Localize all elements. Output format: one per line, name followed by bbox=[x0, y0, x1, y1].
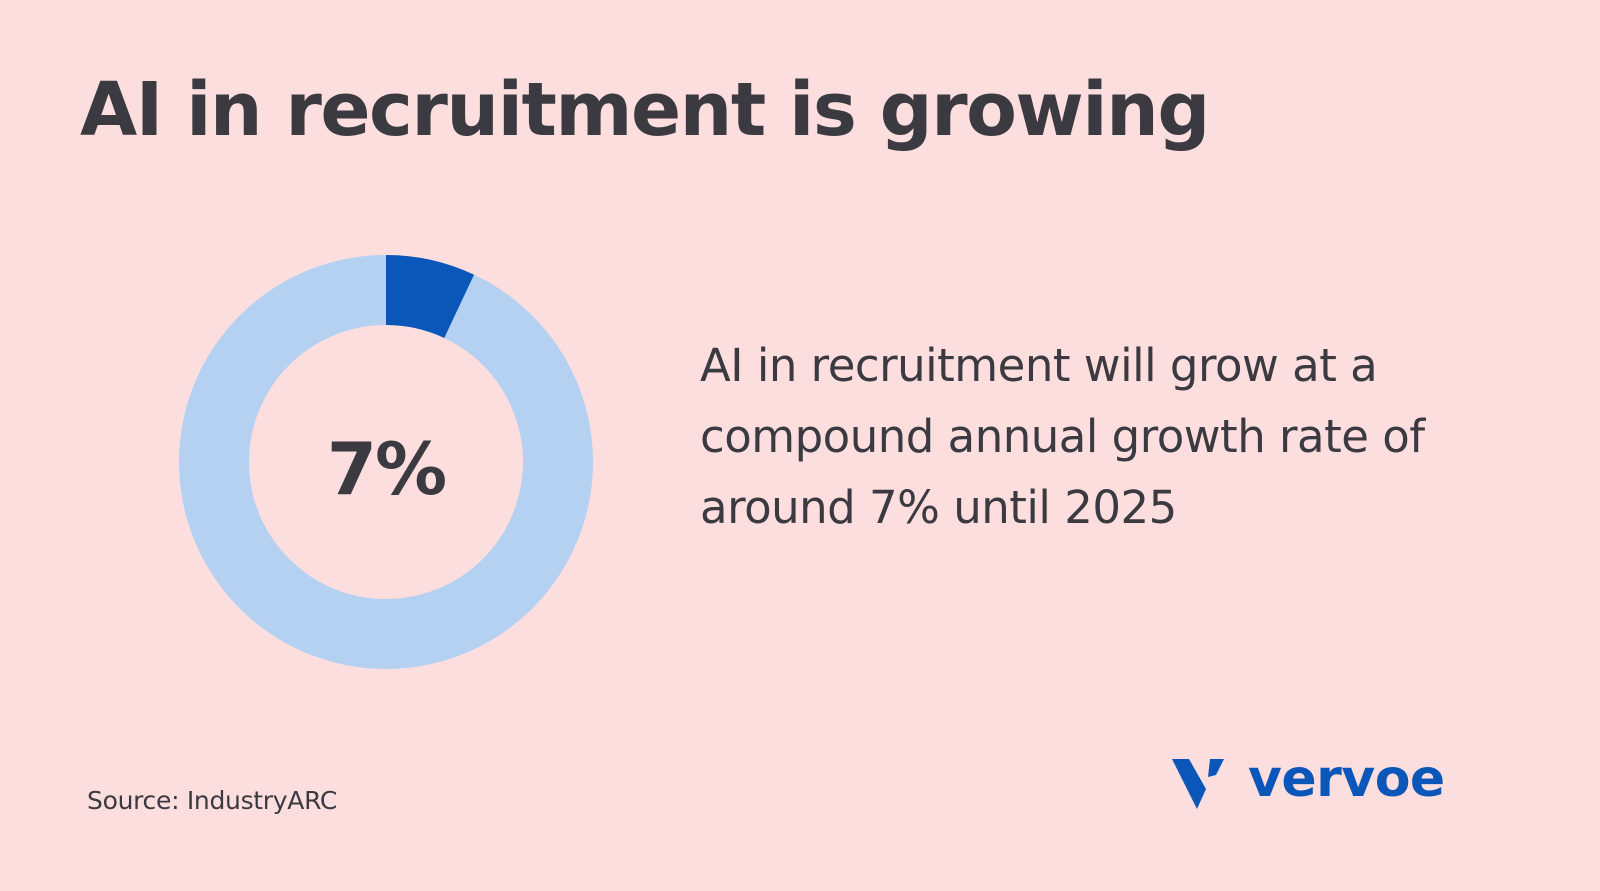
page-title: AI in recruitment is growing bbox=[80, 67, 1210, 153]
vervoe-wordmark: vervoe bbox=[1248, 749, 1445, 809]
donut-center-label: 7% bbox=[327, 427, 445, 511]
vervoe-v-icon bbox=[1172, 759, 1224, 809]
donut-segment-remainder bbox=[178, 255, 594, 669]
vervoe-logo: vervoe bbox=[1170, 752, 1445, 812]
source-note: Source: IndustryARC bbox=[87, 786, 338, 815]
donut-chart: 7% bbox=[178, 255, 594, 669]
growth-description: AI in recruitment will grow at a compoun… bbox=[700, 339, 1425, 534]
donut-segment-highlight bbox=[386, 255, 475, 339]
donut-segments bbox=[178, 255, 594, 669]
